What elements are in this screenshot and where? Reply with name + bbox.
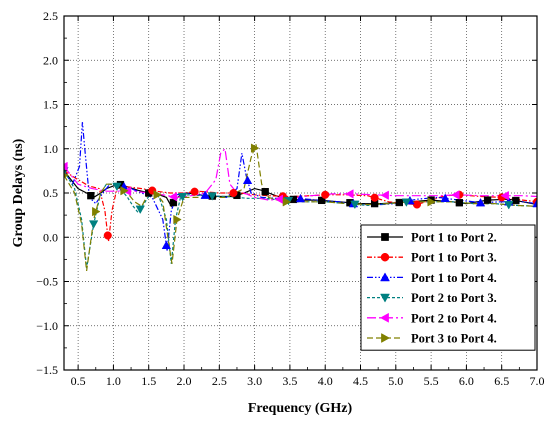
axis-ticks — [64, 15, 538, 371]
data-point-series-5 — [345, 189, 354, 199]
legend-marker — [380, 293, 390, 303]
data-point-series-6 — [120, 186, 129, 196]
y-tick-label: 1.0 — [43, 142, 58, 156]
y-tick-label: 2.0 — [43, 53, 58, 67]
data-point-series-4 — [350, 200, 360, 210]
x-tick-label: 6.0 — [459, 374, 474, 388]
y-tick-label: 1.5 — [43, 98, 58, 112]
data-point-series-1 — [261, 188, 269, 196]
data-point-series-4 — [88, 220, 99, 229]
x-tick-label: 6.5 — [494, 374, 509, 388]
data-point-series-2 — [370, 193, 379, 202]
x-tick-label: 1.0 — [106, 374, 121, 388]
y-tick-label: −1.5 — [36, 363, 58, 377]
y-tick-label: −0.5 — [36, 275, 58, 289]
data-point-series-2 — [412, 200, 422, 209]
legend-marker — [381, 233, 389, 241]
data-point-series-5 — [274, 194, 283, 204]
legend: Port 1 to Port 2. Port 1 to Port 3. Port 1… — [360, 224, 536, 351]
data-point-series-6 — [173, 214, 182, 225]
data-point-series-3 — [242, 175, 253, 185]
data-point-series-6 — [92, 206, 101, 217]
legend-label: Port 1 to Port 4. — [411, 271, 497, 285]
legend-label: Port 1 to Port 2. — [411, 231, 497, 245]
x-tick-label: 5.0 — [388, 374, 403, 388]
series-markers — [64, 143, 537, 250]
x-tick-label: 4.5 — [353, 374, 368, 388]
data-point-series-5 — [168, 192, 178, 202]
data-point-series-2 — [190, 187, 199, 196]
legend-label: Port 2 to Port 3. — [411, 291, 497, 305]
y-tick-label: 0.5 — [43, 186, 58, 200]
x-tick-label: 3.5 — [282, 374, 297, 388]
x-tick-label: 3.0 — [247, 374, 262, 388]
data-point-series-1 — [87, 192, 95, 200]
data-point-series-5 — [64, 161, 68, 172]
x-tick-label: 0.5 — [71, 374, 86, 388]
x-tick-label: 5.5 — [424, 374, 439, 388]
data-point-series-3 — [161, 240, 172, 250]
legend-marker — [381, 333, 391, 343]
data-point-series-3 — [475, 197, 486, 207]
tick-labels: 0.5 1.0 1.5 2.0 2.5 3.0 3.5 4.0 4.5 5.0 5.5 6.0 6.5 7… — [36, 9, 544, 388]
y-tick-label: 0.0 — [43, 230, 58, 244]
data-point-series-1 — [455, 199, 463, 207]
data-point-series-1 — [512, 196, 520, 205]
data-point-series-4 — [504, 201, 514, 210]
x-tick-label: 4.0 — [318, 374, 333, 388]
data-point-series-6 — [153, 190, 162, 200]
y-tick-label: 2.5 — [43, 9, 58, 23]
data-point-series-4 — [135, 205, 145, 215]
data-point-series-6 — [427, 197, 436, 207]
data-point-series-4 — [401, 198, 412, 207]
data-point-series-3 — [440, 193, 450, 202]
legend-marker — [379, 312, 389, 323]
data-point-series-2 — [321, 190, 330, 199]
legend-label: Port 2 to Port 4. — [411, 311, 497, 325]
legend-label: Port 1 to Port 3. — [411, 251, 497, 265]
data-point-series-5 — [451, 190, 460, 200]
data-point-series-5 — [380, 190, 389, 200]
legend-label: Port 3 to Port 4. — [411, 332, 497, 346]
data-point-series-2 — [229, 188, 238, 198]
data-point-series-3 — [532, 198, 537, 208]
data-point-series-2 — [103, 231, 112, 240]
data-point-series-1 — [483, 196, 492, 204]
x-tick-label: 7.0 — [530, 374, 545, 388]
x-tick-label: 2.5 — [212, 374, 227, 388]
y-axis-title: Group Delays (ns) — [11, 138, 26, 247]
data-point-series-6 — [282, 197, 292, 207]
data-point-series-3 — [200, 190, 210, 199]
data-point-series-1 — [318, 196, 326, 205]
series-line-5 — [64, 147, 537, 201]
y-tick-label: −1.0 — [36, 319, 58, 333]
legend-marker — [380, 272, 390, 282]
legend-marker — [380, 252, 390, 262]
x-tick-label: 1.5 — [141, 374, 156, 388]
data-point-series-1 — [395, 198, 403, 207]
data-point-series-4 — [207, 192, 217, 201]
x-tick-label: 2.0 — [177, 374, 192, 388]
x-axis-title: Frequency (GHz) — [248, 401, 353, 416]
data-point-series-4 — [177, 192, 188, 202]
data-point-series-4 — [112, 182, 122, 192]
data-point-series-5 — [500, 190, 509, 201]
legend-box — [360, 224, 536, 351]
data-point-series-3 — [295, 193, 306, 203]
data-point-series-6 — [250, 143, 260, 153]
